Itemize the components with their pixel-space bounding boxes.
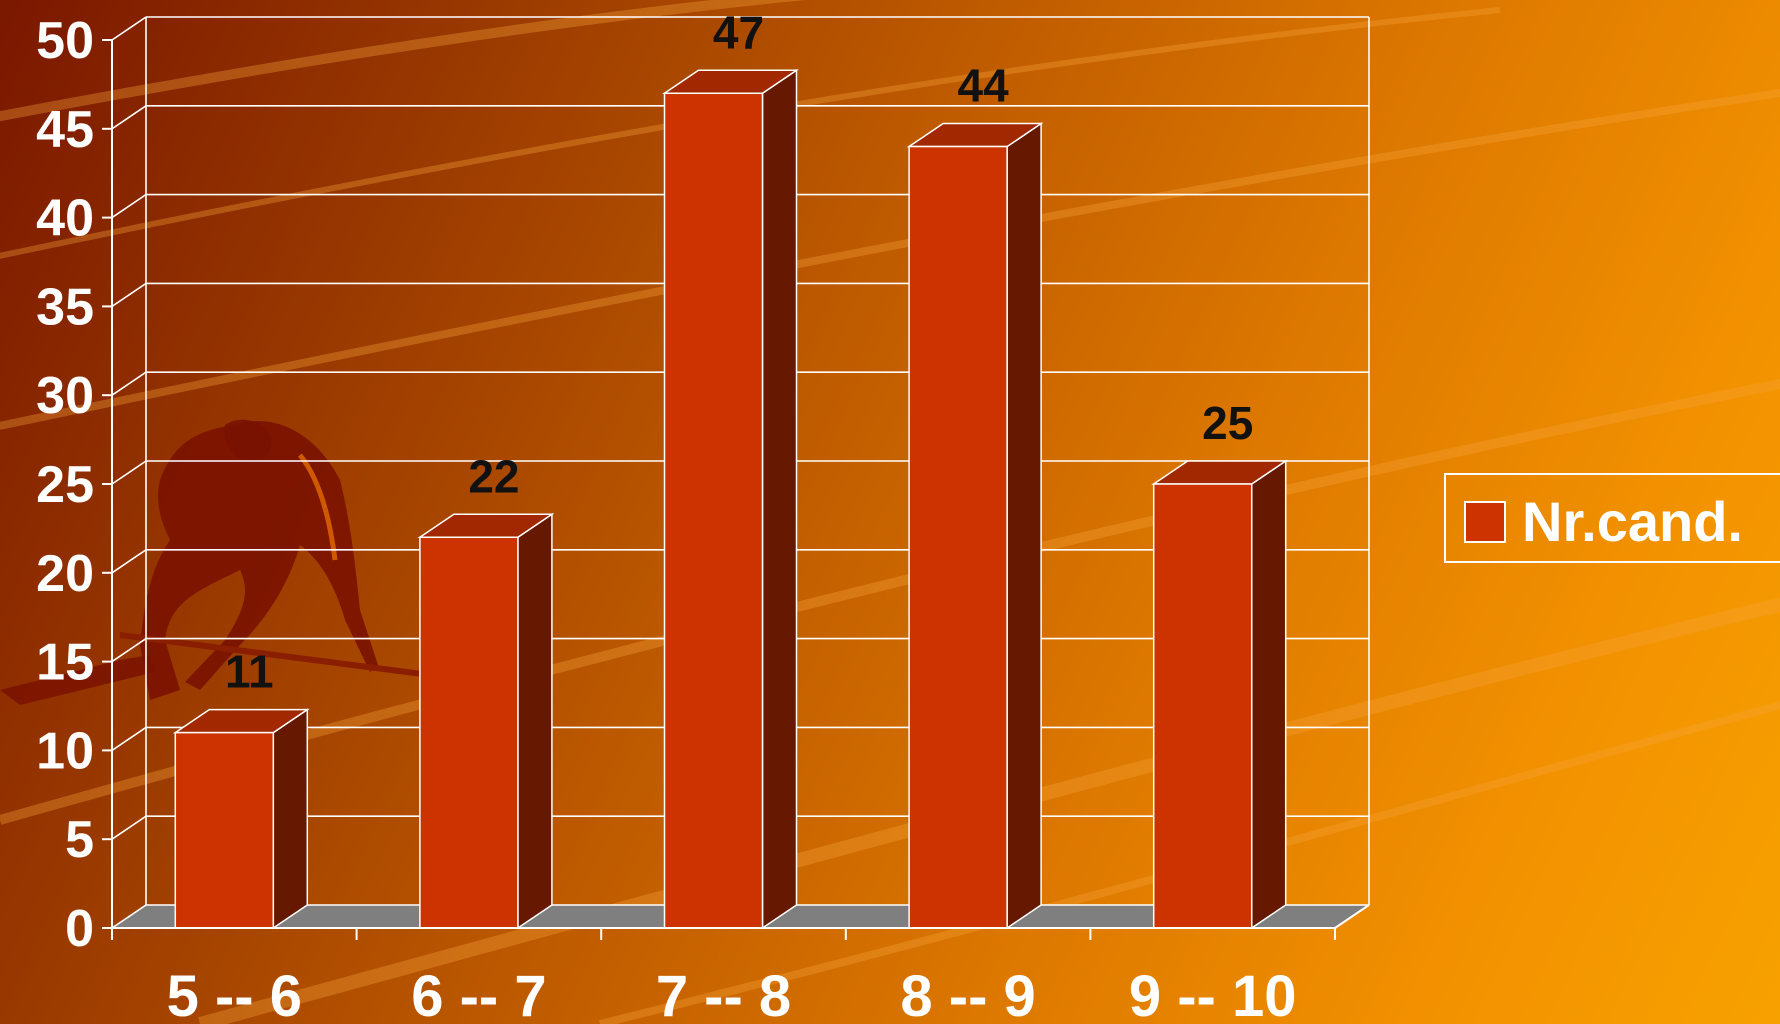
bars: [172, 68, 1289, 930]
wall-gridline: [111, 16, 147, 41]
y-tick-label: 15: [36, 634, 94, 692]
legend-label: Nr.cand.: [1522, 490, 1743, 553]
bar-front: [1152, 483, 1253, 929]
wall-gridline: [111, 637, 147, 663]
bar: [662, 68, 799, 930]
data-label: 11: [225, 646, 274, 698]
wall-gridline: [111, 549, 147, 574]
bar-side: [272, 708, 309, 930]
bar-side: [761, 68, 798, 930]
bar-side: [517, 512, 553, 930]
x-tick-label: 7 -- 8: [656, 964, 791, 1024]
legend: Nr.cand.: [1444, 473, 1780, 563]
bar-side: [1250, 459, 1287, 930]
y-tick-label: 50: [36, 12, 94, 70]
floor-right-edge: [1334, 904, 1370, 929]
bar-front: [419, 536, 519, 929]
y-tick-label: 20: [36, 545, 94, 603]
wall-gridline: [111, 282, 147, 308]
x-tick-label: 6 -- 7: [411, 964, 546, 1024]
x-tick-label: 5 -- 6: [167, 964, 302, 1024]
labels: 0 5 10 15 20 25 30 35 40 45 50 5 -- 6 6 -- 7 7 -- 8 8 …: [36, 6, 1296, 1024]
wall-gridline: [111, 105, 147, 130]
y-tick-label: 30: [36, 367, 94, 425]
sprinter-silhouette: [0, 419, 431, 705]
wall-gridline: [111, 726, 147, 752]
x-tick-label: 9 -- 10: [1129, 964, 1297, 1024]
bar-front: [174, 731, 275, 929]
x-tick-label: 8 -- 9: [900, 964, 1035, 1024]
y-tick-label: 40: [36, 190, 94, 248]
bar: [417, 512, 555, 930]
data-label: 22: [468, 450, 519, 502]
wall-gridline: [111, 815, 147, 840]
bar-front: [908, 145, 1008, 929]
y-tick-label: 45: [36, 101, 94, 159]
legend-swatch: [1464, 501, 1506, 543]
axes: [102, 39, 1370, 940]
bar-side: [1006, 122, 1042, 930]
wall-gridline: [111, 193, 147, 219]
bar: [906, 122, 1044, 930]
y-tick-label: 0: [65, 900, 94, 958]
bar: [172, 708, 310, 930]
legend-box: [1444, 473, 1780, 563]
y-tick-label: 10: [36, 722, 94, 780]
y-tick-label: 25: [36, 456, 94, 514]
y-tick-label: 5: [65, 811, 94, 869]
data-label: 44: [958, 60, 1010, 112]
bar-front: [663, 92, 764, 929]
bar: [1151, 459, 1289, 930]
data-label: 47: [713, 6, 764, 58]
wall-gridline: [111, 904, 147, 929]
wall-gridline: [111, 460, 147, 485]
data-label: 25: [1202, 397, 1253, 449]
y-tick-label: 35: [36, 278, 94, 336]
wall-gridline: [111, 371, 147, 396]
